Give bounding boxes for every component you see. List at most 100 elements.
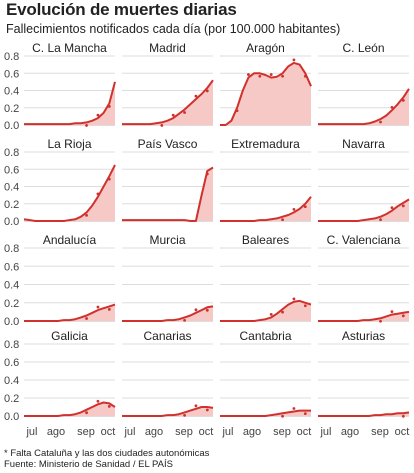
- data-point: [85, 317, 88, 320]
- series-line: [318, 198, 410, 222]
- panel-title: Canarias: [143, 329, 191, 343]
- panel-title: C. León: [342, 41, 384, 55]
- y-tick-label: 0.8: [4, 51, 19, 63]
- series-line: [318, 310, 410, 322]
- data-point: [107, 177, 111, 181]
- data-point: [205, 172, 209, 176]
- data-point: [281, 414, 284, 418]
- y-tick-label: 0.8: [4, 243, 19, 255]
- data-point: [292, 58, 296, 62]
- x-tick-label: oct: [297, 426, 312, 438]
- x-tick-label: jul: [221, 426, 233, 438]
- series-area: [220, 196, 311, 221]
- data-point: [96, 192, 100, 196]
- data-point: [205, 308, 209, 312]
- series-line: [220, 61, 312, 126]
- data-point: [390, 105, 394, 109]
- y-tick-label: 0.0: [4, 216, 19, 228]
- chart-subtitle: Fallecimientos notificados cada día (por…: [6, 22, 341, 36]
- panel-title: Baleares: [242, 233, 289, 247]
- y-tick-label: 0.0: [4, 316, 19, 328]
- series-area: [220, 410, 311, 416]
- data-point: [96, 305, 100, 309]
- source-note: Fuente: Ministerio de Sanidad / EL PAÍS: [4, 459, 173, 470]
- data-point: [379, 218, 382, 222]
- data-point: [401, 414, 405, 418]
- x-tick-label: sep: [175, 426, 193, 438]
- series-area: [318, 311, 409, 321]
- y-tick-label: 0.6: [4, 164, 19, 176]
- data-point: [303, 74, 307, 78]
- series-area: [24, 304, 115, 321]
- data-point: [194, 94, 198, 98]
- series-line: [122, 166, 214, 222]
- x-tick-label: ago: [341, 426, 359, 438]
- data-point: [390, 310, 394, 314]
- data-point: [269, 73, 273, 76]
- series-area: [24, 81, 115, 125]
- x-tick-label: oct: [395, 426, 410, 438]
- data-point: [258, 74, 262, 78]
- data-point: [235, 109, 239, 113]
- series-area: [318, 199, 409, 221]
- data-point: [281, 218, 284, 222]
- data-point: [96, 399, 100, 403]
- y-tick-label: 0.0: [4, 120, 19, 132]
- data-point: [107, 405, 111, 408]
- x-tick-label: ago: [47, 426, 65, 438]
- panel-title: Asturias: [342, 329, 385, 343]
- y-tick-label: 0.6: [4, 357, 19, 369]
- x-tick-label: jul: [319, 426, 331, 438]
- data-point: [269, 312, 273, 316]
- data-point: [292, 207, 296, 211]
- data-point: [183, 318, 186, 322]
- series-line: [220, 196, 312, 222]
- panel-title: La Rioja: [47, 137, 91, 151]
- panel-title: País Vasco: [138, 137, 198, 151]
- panel-title: Andalucía: [43, 233, 97, 247]
- panel-title: C. La Mancha: [32, 41, 107, 55]
- series-line: [220, 409, 311, 417]
- series-line: [24, 303, 116, 322]
- series-area: [122, 167, 213, 221]
- data-point: [194, 308, 198, 312]
- panel-title: Murcia: [149, 233, 185, 247]
- data-point: [96, 113, 100, 117]
- data-point: [183, 111, 186, 114]
- y-tick-label: 0.8: [4, 147, 19, 159]
- data-point: [107, 105, 111, 108]
- series-line: [220, 299, 312, 322]
- y-tick-label: 0.4: [4, 280, 19, 292]
- y-tick-label: 0.8: [4, 339, 19, 351]
- data-point: [292, 297, 296, 301]
- data-point: [303, 412, 307, 415]
- data-point: [281, 310, 284, 314]
- series-line: [122, 406, 214, 417]
- x-tick-label: ago: [243, 426, 261, 438]
- series-line: [24, 81, 116, 126]
- data-point: [205, 89, 209, 93]
- panel-title: Madrid: [149, 41, 186, 55]
- data-point: [303, 205, 307, 209]
- panel-title: Extremadura: [231, 137, 300, 151]
- data-point: [281, 74, 284, 78]
- x-tick-label: oct: [101, 426, 116, 438]
- series-area: [122, 306, 213, 321]
- panel-title: Galicia: [51, 329, 88, 343]
- panel-title: Aragón: [246, 41, 285, 55]
- x-tick-label: jul: [123, 426, 135, 438]
- data-point: [401, 204, 405, 208]
- data-point: [247, 73, 250, 76]
- series-line: [122, 305, 214, 322]
- y-tick-label: 0.0: [4, 411, 19, 423]
- chart-notes: * Falta Cataluña y las dos ciudades auto…: [4, 448, 209, 470]
- series-line: [318, 88, 410, 126]
- data-point: [194, 404, 198, 408]
- data-point: [85, 411, 88, 415]
- data-point: [390, 206, 394, 210]
- data-point: [205, 408, 209, 412]
- series-area: [24, 164, 115, 221]
- y-tick-label: 0.6: [4, 68, 19, 80]
- panel-title: Navarra: [342, 137, 385, 151]
- series-line: [318, 411, 410, 417]
